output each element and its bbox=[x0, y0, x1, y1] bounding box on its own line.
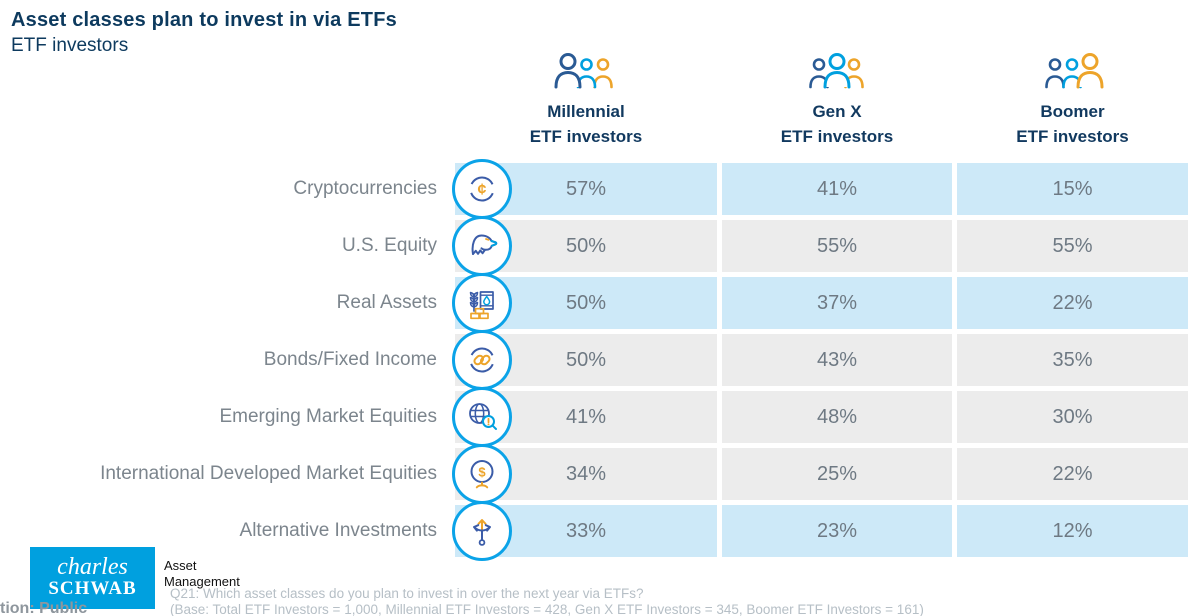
value-cell: 30% bbox=[957, 391, 1188, 443]
globe-stand-icon: $ bbox=[452, 444, 512, 504]
column-label: Boomer ETF investors bbox=[1016, 102, 1129, 146]
table-row-emerging-market-equities: Emerging Market Equities 41% 48% 30% bbox=[0, 387, 1200, 447]
column-header-genx: Gen X ETF investors bbox=[722, 52, 952, 149]
row-label: Real Assets bbox=[336, 292, 437, 313]
wheat-oil-barrel-icon bbox=[452, 273, 512, 333]
charles-schwab-logo: charles SCHWAB bbox=[30, 547, 155, 609]
branching-arrows-icon bbox=[452, 501, 512, 561]
value-cell: 22% bbox=[957, 277, 1188, 329]
table-row-real-assets: Real Assets 50% 37% 22% bbox=[0, 273, 1200, 333]
people-group-genx-icon bbox=[809, 53, 864, 89]
value-cell: 55% bbox=[957, 220, 1188, 272]
asset-management-label: Asset Management bbox=[164, 558, 240, 589]
table-row-bonds-fixed-income: Bonds/Fixed Income 50% 43% 35% bbox=[0, 330, 1200, 390]
svg-text:¢: ¢ bbox=[478, 182, 487, 199]
svg-text:$: $ bbox=[478, 465, 486, 480]
value-cell: 25% bbox=[722, 448, 952, 500]
globe-magnifier-icon bbox=[452, 387, 512, 447]
column-label: Gen X ETF investors bbox=[780, 102, 894, 146]
value-cell: 41% bbox=[722, 163, 952, 215]
row-label: Bonds/Fixed Income bbox=[263, 349, 437, 370]
value-cell: 23% bbox=[722, 505, 952, 557]
value-cell: 15% bbox=[957, 163, 1188, 215]
column-header-boomer: Boomer ETF investors bbox=[957, 52, 1188, 149]
value-cell: 37% bbox=[722, 277, 952, 329]
row-label: U.S. Equity bbox=[341, 235, 437, 256]
value-cell: 43% bbox=[722, 334, 952, 386]
table-row-us-equity: U.S. Equity 50% 55% 55% bbox=[0, 216, 1200, 276]
table-row-international-developed-market-equities: International Developed Market Equities … bbox=[0, 444, 1200, 504]
chain-link-icon bbox=[452, 330, 512, 390]
value-cell: 22% bbox=[957, 448, 1188, 500]
value-cell: 48% bbox=[722, 391, 952, 443]
table-row-cryptocurrencies: Cryptocurrencies ¢ 57% 41% 15% bbox=[0, 159, 1200, 219]
people-group-millennial-icon bbox=[554, 53, 613, 89]
row-label: Cryptocurrencies bbox=[293, 178, 437, 199]
value-cell: 55% bbox=[722, 220, 952, 272]
survey-footnote: Q21: Which asset classes do you plan to … bbox=[170, 586, 924, 616]
row-label: International Developed Market Equities bbox=[100, 463, 437, 484]
value-cell: 12% bbox=[957, 505, 1188, 557]
eagle-icon bbox=[452, 216, 512, 276]
cryptocurrency-cent-icon: ¢ bbox=[452, 159, 512, 219]
people-group-boomer-icon bbox=[1044, 53, 1103, 89]
asset-class-table: Cryptocurrencies ¢ 57% 41% 15% U.S. Equi… bbox=[0, 159, 1200, 562]
row-label: Emerging Market Equities bbox=[219, 406, 437, 427]
column-header-millennial: Millennial ETF investors bbox=[455, 52, 717, 149]
row-label: Alternative Investments bbox=[239, 520, 437, 541]
table-row-alternative-investments: Alternative Investments 33% 23% 12% bbox=[0, 501, 1200, 561]
column-label: Millennial ETF investors bbox=[529, 102, 643, 146]
page-subtitle: ETF investors bbox=[11, 35, 129, 56]
classification-label: tion: Public bbox=[0, 600, 88, 616]
value-cell: 35% bbox=[957, 334, 1188, 386]
page-title: Asset classes plan to invest in via ETFs bbox=[11, 9, 397, 31]
